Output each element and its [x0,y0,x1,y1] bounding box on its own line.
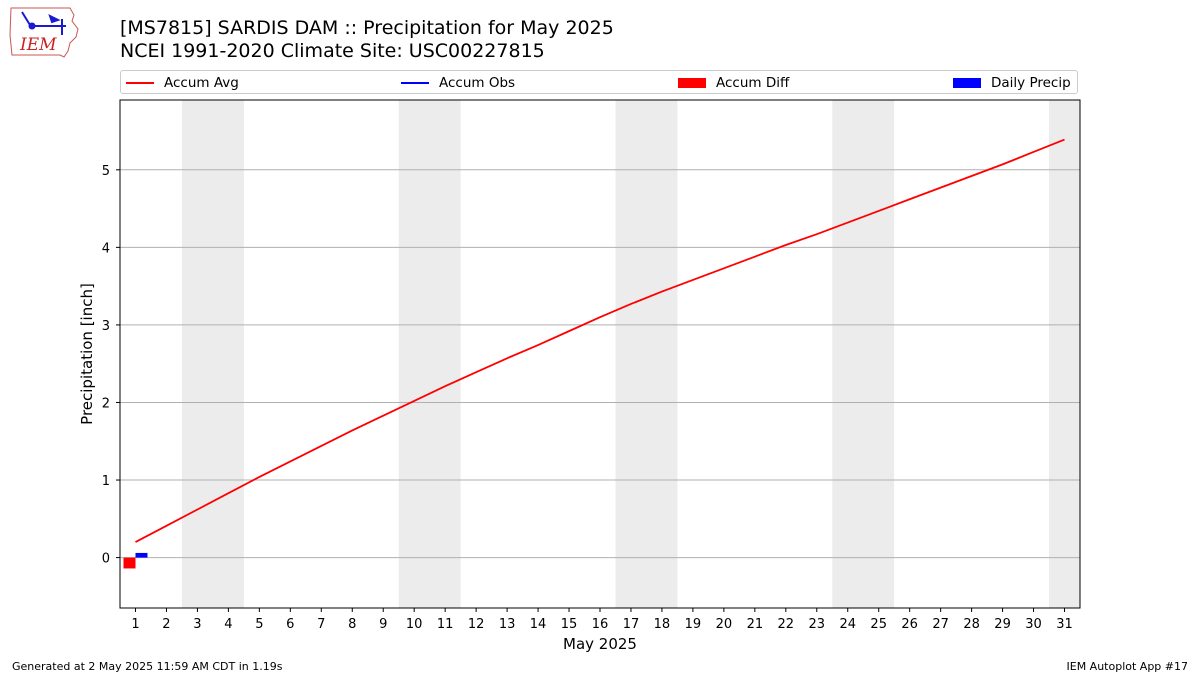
weekend-band-0 [181,100,244,608]
x-tick-label-9: 9 [379,617,387,632]
y-gridlines [120,169,1080,559]
y-tick-label-2: 2 [102,396,110,411]
x-tick-label-14: 14 [530,617,547,632]
weekend-shading [181,100,1080,608]
x-tick-label-15: 15 [561,617,578,632]
y-axis-label: Precipitation [inch] [78,283,96,425]
x-tick-label-26: 26 [901,617,918,632]
x-tick-label-8: 8 [348,617,356,632]
legend-item-daily-precip: Daily Precip [953,74,1071,92]
legend-label-daily-precip: Daily Precip [991,75,1071,91]
x-tick-label-5: 5 [255,617,263,632]
legend-label-accum-obs: Accum Obs [439,75,516,91]
x-tick-label-25: 25 [870,617,887,632]
x-tick-label-17: 17 [623,617,640,632]
weather-station-icon [21,11,66,35]
x-tick-label-2: 2 [162,617,170,632]
x-tick-label-21: 21 [747,617,764,632]
x-tick-label-16: 16 [592,617,609,632]
x-tick-label-23: 23 [809,617,826,632]
x-tick-label-1: 1 [131,617,139,632]
x-tick-label-13: 13 [499,617,516,632]
series-line-accum-avg [135,138,1065,543]
x-tick-label-4: 4 [224,617,232,632]
x-tick-label-3: 3 [193,617,201,632]
y-axis-ticks: 0 1 2 3 4 5 [102,164,120,567]
bar-accum-diff-1 [123,557,136,569]
bar-daily-precip-1 [135,552,148,558]
x-tick-label-24: 24 [839,617,856,632]
legend-swatch-accum-diff [678,78,706,88]
chart-title: [MS7815] SARDIS DAM :: Precipitation for… [120,17,614,39]
x-axis-ticks: 1 2 3 4 5 6 7 8 9 10 11 12 13 14 15 16 17 18 19 20 21 22 23 24 2… [131,608,1073,632]
legend-item-accum-avg: Accum Avg [126,74,239,92]
logo-text: IEM [19,35,57,55]
x-tick-label-27: 27 [932,617,949,632]
y-tick-label-5: 5 [102,164,110,179]
legend-swatch-accum-avg [126,82,154,84]
weekend-band-4 [1049,100,1080,608]
weekend-band-3 [832,100,895,608]
x-tick-label-20: 20 [716,617,733,632]
legend-swatch-daily-precip [953,78,981,88]
x-tick-label-11: 11 [437,617,454,632]
x-tick-label-12: 12 [468,617,485,632]
y-tick-label-0: 0 [102,552,110,567]
y-tick-label-4: 4 [102,241,110,256]
legend-item-accum-obs: Accum Obs [401,74,515,92]
x-tick-label-7: 7 [317,617,325,632]
footer-app-text: IEM Autoplot App #17 [1066,660,1189,673]
x-tick-label-29: 29 [994,617,1011,632]
legend-label-accum-avg: Accum Avg [164,75,239,91]
x-tick-label-18: 18 [654,617,671,632]
x-tick-label-30: 30 [1025,617,1042,632]
y-tick-label-1: 1 [102,474,110,489]
legend-swatch-accum-obs [401,82,429,84]
y-tick-label-3: 3 [102,319,110,334]
footer-generated-text: Generated at 2 May 2025 11:59 AM CDT in … [12,660,283,673]
line-marks [135,138,1065,543]
weekend-band-1 [398,100,461,608]
legend-item-accum-diff: Accum Diff [678,74,789,92]
x-axis-label: May 2025 [563,635,637,653]
legend-label-accum-diff: Accum Diff [716,75,790,91]
chart-subtitle: NCEI 1991-2020 Climate Site: USC00227815 [120,40,545,62]
x-tick-label-22: 22 [778,617,795,632]
x-tick-label-6: 6 [286,617,294,632]
bar-marks [123,552,148,569]
x-tick-label-19: 19 [685,617,702,632]
iem-logo: IEM [9,7,79,58]
x-tick-label-10: 10 [406,617,423,632]
weekend-band-2 [615,100,678,608]
x-tick-label-28: 28 [963,617,980,632]
plot-area-frame [119,99,1081,609]
chart-legend: Accum Avg Accum Obs Accum Diff Daily Pre… [120,70,1078,94]
x-tick-label-31: 31 [1056,617,1073,632]
